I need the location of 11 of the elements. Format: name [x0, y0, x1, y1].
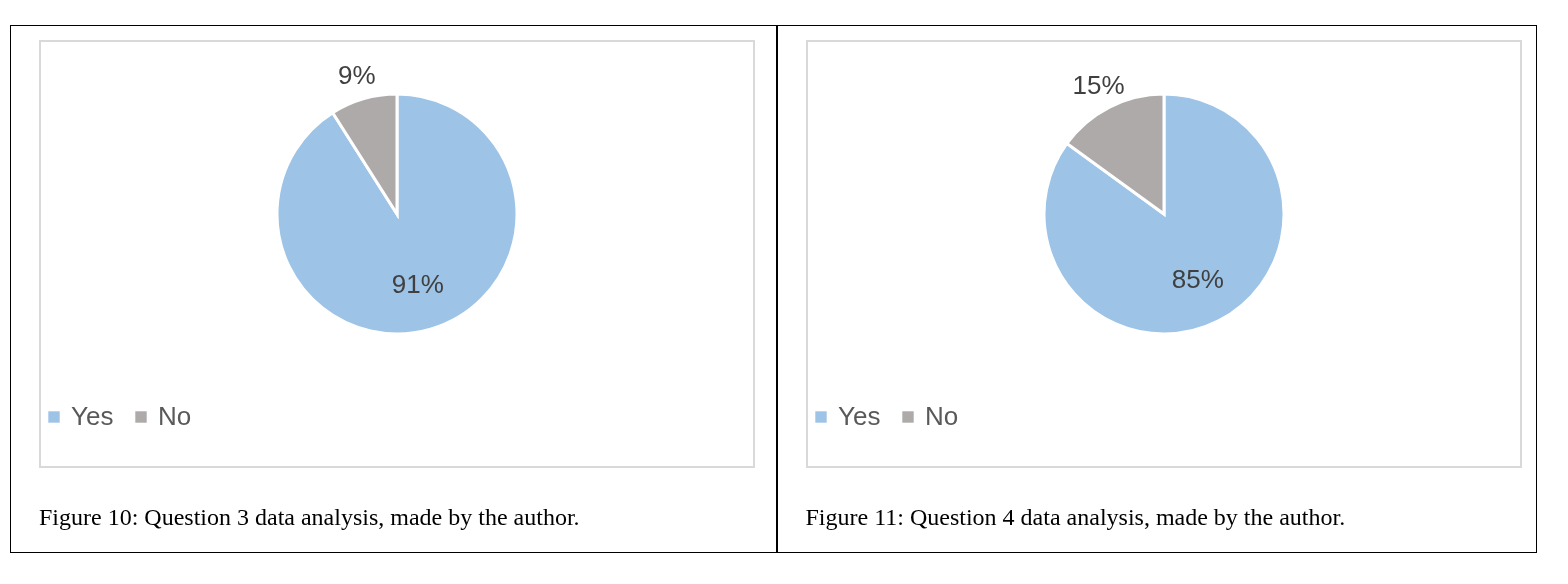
- pie-slice: [1042, 92, 1285, 336]
- legend-label: Yes: [71, 401, 114, 431]
- legend-label: No: [924, 401, 958, 431]
- data-label: 85%: [1171, 264, 1224, 295]
- caption: Figure 10: Question 3 data analysis, made by the author.: [39, 504, 580, 531]
- data-label: 15%: [1072, 69, 1125, 100]
- legend-label: No: [158, 401, 192, 431]
- legend-label: Yes: [837, 401, 880, 431]
- data-label: 91%: [391, 269, 444, 300]
- data-label: 9%: [338, 59, 376, 90]
- caption: Figure 11: Question 4 data analysis, made by the author.: [805, 504, 1346, 531]
